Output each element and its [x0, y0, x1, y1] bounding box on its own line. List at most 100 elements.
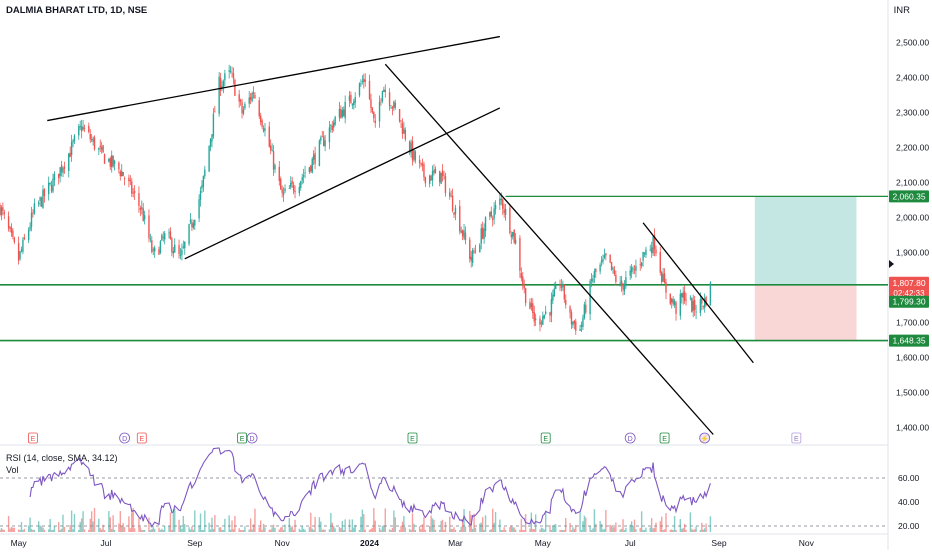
candle-body: [242, 109, 245, 114]
candle-body: [582, 317, 584, 327]
volume-bar: [301, 525, 303, 532]
volume-bar: [343, 529, 345, 532]
volume-bar: [93, 508, 96, 532]
volume-bar: [599, 520, 601, 532]
candle-body: [699, 299, 702, 314]
volume-bar: [411, 513, 414, 532]
volume-bar: [530, 512, 533, 532]
candle-body: [563, 284, 566, 300]
volume-bar: [431, 518, 434, 532]
scroll-arrow-icon: [889, 260, 894, 268]
candle-body: [82, 126, 84, 130]
candle-body: [672, 299, 674, 304]
candle-body: [652, 236, 654, 254]
volume-bar: [483, 529, 485, 532]
volume-bar: [131, 512, 133, 532]
volume-bar: [414, 529, 417, 532]
candle-body: [72, 140, 74, 143]
candle-body: [691, 297, 693, 313]
candle-body: [333, 122, 335, 128]
candle-body: [433, 169, 435, 173]
candle-body: [318, 140, 321, 166]
trendline: [184, 107, 501, 260]
candle-body: [143, 215, 146, 220]
rsi-line: [29, 447, 711, 528]
volume-bar: [519, 529, 521, 532]
volume-bar: [662, 529, 664, 532]
volume-bar: [29, 517, 31, 532]
volume-bar: [344, 519, 346, 532]
candle-body: [490, 211, 492, 217]
candle-body: [348, 95, 351, 102]
volume-bar: [421, 524, 424, 532]
candle-body: [394, 102, 397, 108]
candle-body: [308, 167, 311, 172]
volume-bar: [434, 529, 437, 532]
volume-bar: [2, 529, 4, 532]
volume-bar: [384, 508, 386, 532]
volume-bar: [701, 522, 703, 532]
volume-bar: [661, 516, 663, 532]
candle-body: [0, 207, 3, 215]
candle-body: [371, 107, 374, 112]
volume-bar: [272, 524, 275, 532]
volume-bar: [358, 530, 361, 532]
volume-bar: [693, 529, 696, 532]
candle-body: [681, 293, 683, 298]
candle-body: [703, 298, 706, 308]
volume-bar: [59, 529, 61, 532]
volume-bar: [83, 529, 86, 532]
price-tick-label: 2,000.00: [896, 213, 929, 223]
candle-body: [639, 264, 641, 266]
volume-bar: [82, 511, 84, 532]
volume-bar: [271, 527, 273, 532]
candle-body: [234, 79, 236, 96]
earnings-event-marker: [659, 432, 670, 444]
candle-body: [168, 232, 170, 234]
volume-bar: [308, 527, 311, 532]
volume-bar: [663, 529, 666, 532]
candle-body: [90, 139, 93, 141]
volume-bar: [17, 529, 20, 532]
volume-bar: [201, 529, 203, 532]
candle-body: [221, 85, 223, 89]
volume-bar: [269, 529, 272, 532]
candle-body: [231, 72, 233, 74]
candle-body: [2, 207, 4, 212]
volume-bar: [544, 510, 547, 532]
candle-body: [131, 181, 133, 194]
time-tick-label: Jul: [625, 538, 636, 548]
event-marker-label: E: [139, 436, 144, 443]
candle-body: [138, 193, 140, 206]
volume-bar: [363, 514, 365, 532]
volume-bar: [420, 529, 422, 532]
volume-bar: [32, 529, 34, 532]
volume-bar: [143, 529, 146, 532]
candle-body: [159, 241, 162, 253]
candle-body: [595, 268, 597, 272]
candle-body: [27, 229, 30, 241]
candle-body: [555, 284, 557, 290]
candle-body: [675, 302, 677, 314]
candle-body: [645, 249, 647, 256]
candle-body: [321, 136, 323, 138]
candle-body: [113, 160, 116, 164]
volume-bar: [39, 525, 41, 532]
volume-bar: [354, 524, 356, 532]
candle-body: [43, 189, 46, 197]
rsi-tick-label: 40.00: [898, 497, 920, 507]
candle-body: [171, 238, 173, 253]
candle-body: [593, 271, 596, 278]
volume-bar: [111, 529, 113, 532]
candle-body: [573, 320, 576, 324]
volume-bar: [512, 527, 514, 532]
candle-body: [575, 321, 577, 331]
candle-body: [534, 318, 537, 320]
candle-body: [444, 176, 447, 193]
volume-bar: [439, 529, 441, 532]
event-marker-label: D: [628, 436, 633, 443]
event-marker-label: E: [794, 436, 799, 443]
candle-body: [280, 178, 282, 190]
